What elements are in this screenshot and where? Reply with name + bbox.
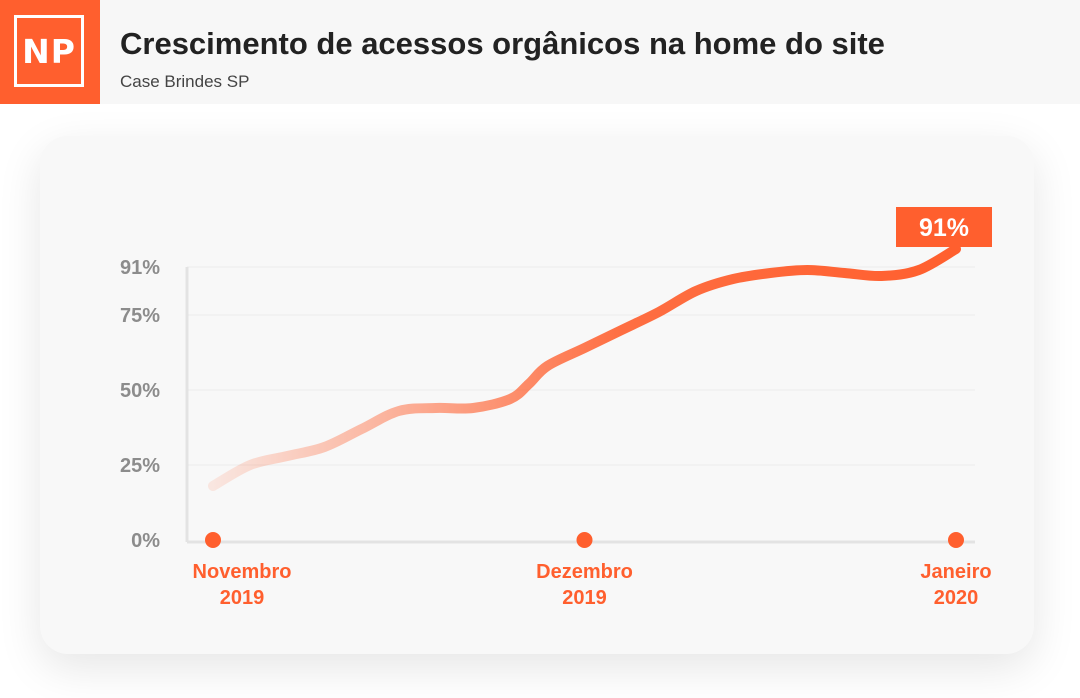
x-tick-label-line2: 2019 [562,587,607,609]
x-tick-label-line1: Janeiro [920,561,991,583]
logo: NP [0,0,100,104]
page-title: Crescimento de acessos orgânicos na home… [120,26,885,61]
y-tick-label: 50% [120,380,160,402]
y-tick-label: 91% [120,257,160,279]
x-tick-label-line2: 2020 [934,587,979,609]
callout-label: 91% [919,214,969,242]
x-tick-label: Dezembro 2019 [536,561,633,609]
callout-badge [896,207,992,247]
x-marker-dot [576,532,593,548]
x-marker-dot [205,532,221,548]
chart-card [40,136,1034,654]
y-tick-label: 25% [120,455,160,477]
x-tick-label-line2: 2019 [220,587,265,609]
x-tick-label: Novembro 2019 [193,561,292,609]
series-line [208,244,961,491]
page-subtitle: Case Brindes SP [120,72,250,91]
x-marker-dot [948,532,964,548]
y-tick-label: 75% [120,305,160,327]
x-tick-label: Janeiro 2020 [920,561,991,609]
header: NP Crescimento de acessos orgânicos na h… [0,0,1080,104]
x-tick-label-line1: Dezembro [536,561,633,583]
logo-mark: NP [14,15,84,87]
x-tick-label-line1: Novembro [193,561,292,583]
y-tick-label: 0% [131,530,160,552]
